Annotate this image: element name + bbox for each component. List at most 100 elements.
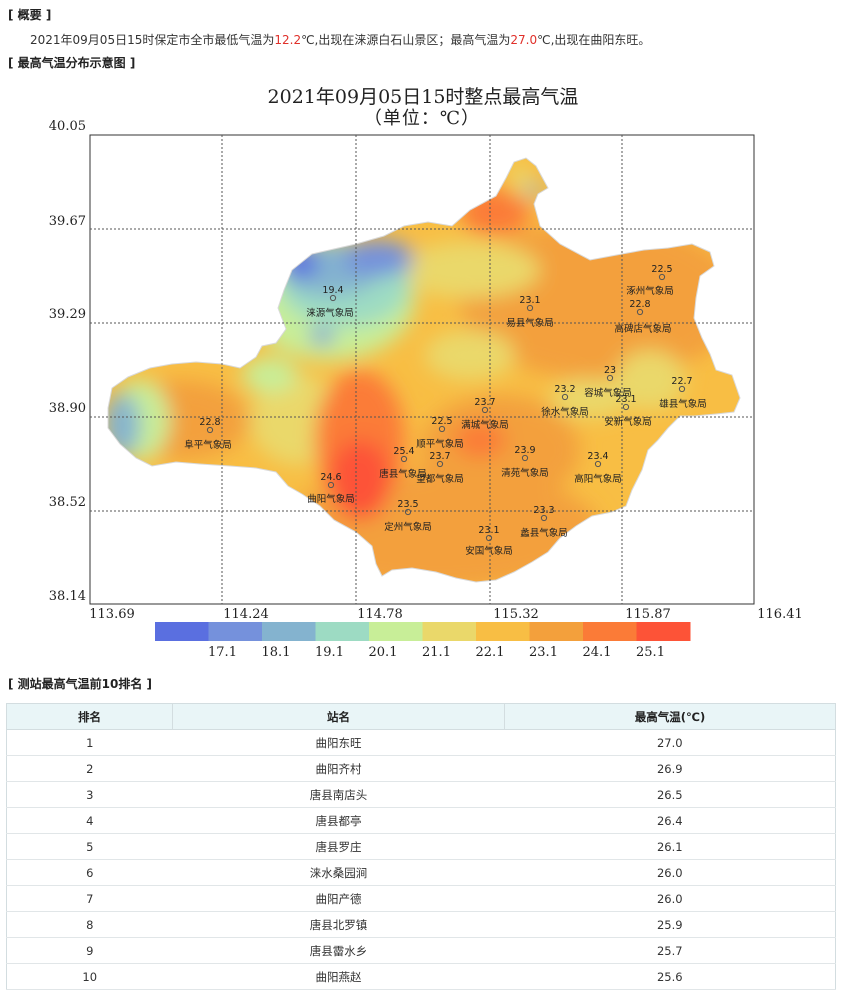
temp-cell: 26.1 (504, 833, 836, 860)
table-row: 9 唐县霤水乡 25.7 (6, 937, 836, 964)
station-dot (404, 508, 412, 516)
station-name: 安国气象局 (465, 545, 513, 557)
x-tick-label: 116.41 (757, 607, 803, 622)
station-name: 定州气象局 (384, 521, 432, 533)
station-dot (438, 425, 446, 433)
rank-cell: 10 (6, 963, 173, 990)
table-row: 5 唐县罗庄 26.1 (6, 833, 836, 860)
y-tick-label: 40.05 (49, 119, 86, 134)
station-dot (636, 308, 644, 316)
station-value: 23.5 (397, 499, 418, 510)
station-dot (481, 406, 489, 414)
y-tick-label: 38.52 (49, 495, 86, 510)
station-name: 唐县气象局 (379, 468, 427, 480)
legend-swatch (476, 622, 530, 641)
station-dot (540, 514, 548, 522)
station-name: 高碑店气象局 (614, 323, 671, 335)
column-header-station: 站名 (172, 703, 505, 730)
ranking-heading: [ 测站最高气温前10排名 ] (8, 677, 153, 691)
temp-cell: 26.0 (504, 885, 836, 912)
x-tick-label: 113.69 (89, 607, 135, 622)
temp-cell: 25.9 (504, 911, 836, 938)
station-cell: 唐县南店头 (172, 781, 505, 808)
ranking-table: 排名 站名 最高气温(℃) 1 曲阳东旺 27.0 2 曲阳齐村 26.9 3 唐县南店头 26… (6, 703, 836, 990)
table-row: 7 曲阳产德 26.0 (6, 885, 836, 912)
station-dot (526, 304, 534, 312)
map-title: 2021年09月05日15时整点最高气温 (267, 86, 579, 108)
station-marker: 22.7 雄县气象局 (659, 376, 707, 410)
station-name: 满城气象局 (461, 419, 509, 431)
station-value: 23.7 (429, 451, 450, 462)
station-dot (594, 460, 602, 468)
column-header-rank: 排名 (6, 703, 173, 730)
station-dot (606, 374, 614, 382)
map-grid (90, 135, 754, 604)
station-cell: 曲阳产德 (172, 885, 505, 912)
rank-cell: 9 (6, 937, 173, 964)
table-row: 6 涞水桑园涧 26.0 (6, 859, 836, 886)
temp-cell: 26.4 (504, 807, 836, 834)
station-marker: 23.1 安国气象局 (465, 525, 513, 557)
station-name: 易县气象局 (506, 317, 554, 329)
station-value: 23.1 (615, 394, 636, 405)
station-dot (400, 455, 408, 463)
rank-cell: 1 (6, 729, 173, 756)
overview-summary: 2021年09月05日15时保定市全市最低气温为12.2℃,出现在涞源白石山景区… (30, 31, 650, 48)
station-name: 望都气象局 (416, 473, 464, 485)
station-marker: 23.1 易县气象局 (506, 295, 554, 329)
station-dot (622, 403, 630, 411)
summary-text-1: 2021年09月05日15时保定市全市最低气温为 (30, 33, 275, 47)
station-name: 容城气象局 (584, 387, 632, 399)
station-name: 雄县气象局 (659, 398, 707, 410)
station-cell: 唐县罗庄 (172, 833, 505, 860)
y-tick-label: 38.90 (49, 401, 86, 416)
x-tick-label: 115.87 (625, 607, 671, 622)
table-row: 2 曲阳齐村 26.9 (6, 755, 836, 782)
legend-swatch (369, 622, 423, 641)
temp-cell: 26.0 (504, 859, 836, 886)
summary-text-3: ℃,出现在曲阳东旺。 (537, 33, 651, 47)
station-cell: 曲阳齐村 (172, 755, 505, 782)
column-header-temp: 最高气温(℃) (504, 703, 836, 730)
rank-cell: 2 (6, 755, 173, 782)
table-row: 3 唐县南店头 26.5 (6, 781, 836, 808)
station-marker: 22.8 阜平气象局 (184, 417, 232, 451)
legend-label: 18.1 (262, 645, 291, 660)
station-marker: 23.5 定州气象局 (384, 499, 432, 533)
temperature-distribution-map: 40.05 39.67 39.29 38.90 38.52 38.14 113.69 114… (49, 119, 803, 660)
x-tick-label: 114.24 (223, 607, 269, 622)
legend-labels: 17.1 18.1 19.1 20.1 21.1 22.1 23.1 24.1 25.1 (208, 645, 665, 660)
station-marker: 24.6 曲阳气象局 (307, 472, 355, 505)
station-value: 22.8 (629, 299, 650, 310)
station-value: 23.3 (533, 505, 554, 516)
station-cell: 唐县都亭 (172, 807, 505, 834)
station-dot (327, 481, 335, 489)
station-marker: 23.7 满城气象局 (461, 397, 509, 431)
station-value: 22.7 (671, 376, 692, 387)
legend-label: 22.1 (476, 645, 505, 660)
rank-cell: 7 (6, 885, 173, 912)
station-marker: 22.5 涿州气象局 (626, 264, 674, 297)
station-value: 25.4 (393, 446, 414, 457)
station-dot (329, 294, 337, 302)
station-dot (521, 454, 529, 462)
legend-swatch (583, 622, 637, 641)
station-name: 徐水气象局 (541, 406, 589, 418)
legend-label: 21.1 (422, 645, 451, 660)
station-value: 22.5 (431, 416, 452, 427)
station-value: 23.7 (474, 397, 495, 408)
station-value: 23.9 (514, 445, 535, 456)
legend-label: 23.1 (529, 645, 558, 660)
station-value: 24.6 (320, 472, 341, 483)
station-name: 清苑气象局 (501, 467, 549, 479)
station-marker: 22.8 高碑店气象局 (614, 299, 671, 335)
station-value: 23 (604, 365, 616, 376)
station-name: 顺平气象局 (416, 438, 464, 450)
legend-label: 25.1 (636, 645, 665, 660)
station-name: 阜平气象局 (184, 439, 232, 451)
station-dot (678, 385, 686, 393)
temp-cell: 26.5 (504, 781, 836, 808)
table-row: 8 唐县北罗镇 25.9 (6, 911, 836, 938)
legend-label: 17.1 (208, 645, 237, 660)
station-name: 蠡县气象局 (520, 527, 568, 539)
